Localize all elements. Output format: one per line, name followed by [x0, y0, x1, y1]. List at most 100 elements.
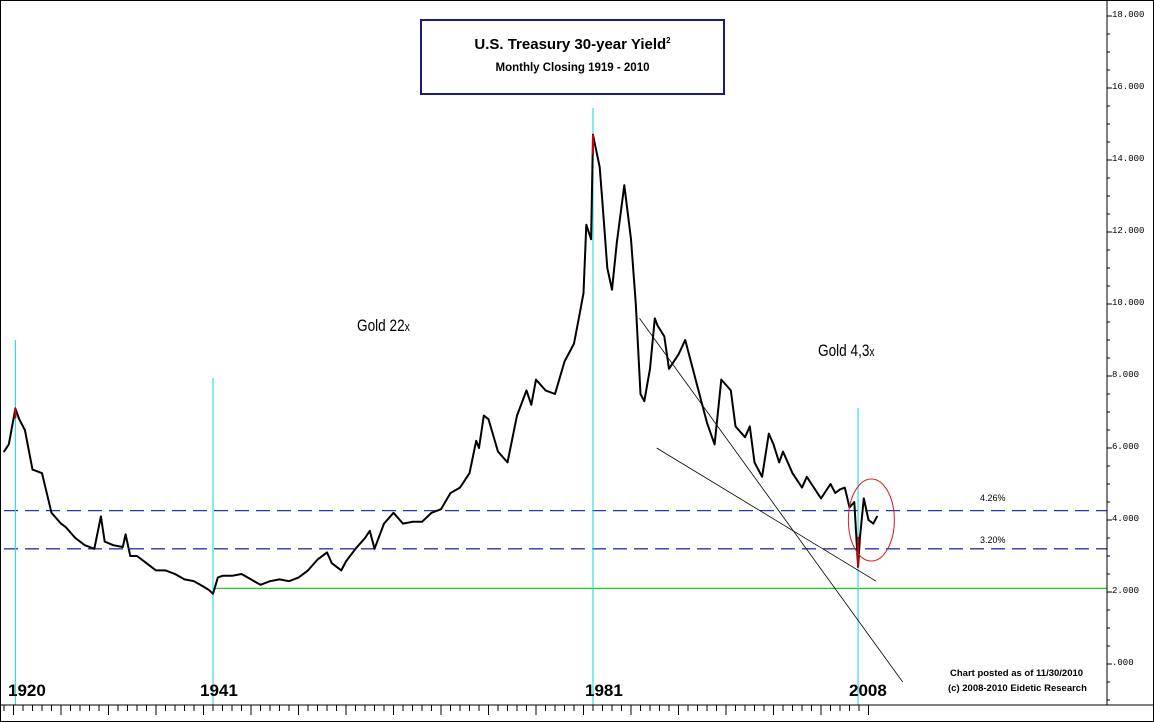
y-tick-label: 12.000: [1112, 226, 1145, 236]
data-point: [183, 578, 186, 581]
year-label-1941: 1941: [200, 681, 238, 700]
data-point: [843, 486, 846, 489]
data-point: [590, 238, 592, 240]
channel-lower-line: [656, 447, 877, 582]
data-point: [240, 573, 243, 575]
data-point: [103, 540, 106, 543]
level-label-3-20: 3.20%: [980, 535, 1006, 545]
data-point: [373, 548, 376, 550]
data-point: [744, 436, 746, 439]
credit-copyright: (c) 2008-2010 Eidetic Research: [948, 683, 1087, 694]
y-tick-label: 10.000: [1112, 298, 1145, 308]
data-point: [767, 432, 770, 435]
data-point: [497, 450, 499, 453]
data-point: [601, 202, 604, 204]
data-point: [449, 492, 452, 494]
data-point: [100, 515, 102, 518]
data-point: [411, 521, 414, 523]
data-point: [691, 368, 694, 370]
data-point: [668, 368, 670, 370]
data-point: [862, 497, 865, 500]
data-point: [487, 418, 490, 421]
data-point: [24, 429, 26, 431]
year-label-1920: 1920: [8, 681, 46, 700]
data-point: [402, 522, 404, 525]
data-point: [867, 519, 870, 521]
year-label-1981: 1981: [585, 681, 623, 700]
data-point: [93, 548, 96, 550]
annotation-gold-22x: Gold 22x: [357, 316, 410, 335]
highlight-circle: [847, 478, 895, 562]
title-superscript: 2: [666, 36, 671, 45]
data-point: [761, 476, 763, 478]
data-point: [155, 569, 157, 572]
data-point: [525, 389, 528, 392]
data-point: [392, 512, 395, 514]
data-point: [713, 443, 716, 446]
data-point: [74, 537, 77, 539]
data-point: [839, 488, 841, 491]
data-point: [696, 386, 699, 388]
data-point: [643, 400, 646, 403]
data-point: [791, 472, 794, 475]
data-point: [430, 512, 433, 514]
data-point: [421, 521, 423, 523]
data-point: [872, 522, 875, 525]
data-point: [259, 584, 262, 586]
data-point: [778, 461, 780, 464]
data-point: [611, 288, 613, 291]
channel-upper-line: [639, 318, 904, 683]
data-point: [475, 440, 477, 442]
data-point: [720, 378, 723, 381]
data-point: [193, 580, 195, 582]
data-point: [656, 324, 659, 327]
data-point: [772, 443, 775, 446]
data-point: [663, 335, 666, 338]
y-tick-label: 8.000: [1112, 370, 1140, 380]
data-point: [41, 472, 43, 475]
data-point: [634, 303, 637, 305]
data-point: [18, 418, 21, 421]
data-point: [269, 580, 271, 582]
data-point: [164, 569, 167, 572]
data-point: [805, 476, 808, 478]
data-point: [129, 555, 132, 557]
data-point: [615, 242, 618, 244]
data-point: [7, 443, 10, 446]
data-point: [748, 425, 751, 428]
data-point: [468, 472, 471, 475]
data-point: [573, 342, 575, 345]
data-point: [340, 569, 343, 572]
data-point: [639, 393, 642, 395]
data-point: [297, 576, 300, 579]
data-point: [64, 526, 67, 528]
data-point: [544, 389, 547, 392]
data-point: [124, 533, 127, 536]
data-point: [753, 461, 756, 464]
annotation-gold-4-3x: Gold 4,3x: [818, 341, 875, 360]
data-point: [734, 425, 737, 428]
data-point: [563, 360, 566, 363]
data-point: [31, 468, 34, 471]
data-point: [530, 404, 533, 406]
y-tick-label: .000: [1112, 658, 1134, 668]
data-point: [829, 483, 832, 485]
data-point: [482, 414, 485, 417]
data-point: [606, 267, 609, 269]
y-tick-label: 6.000: [1112, 442, 1140, 452]
data-point: [623, 184, 626, 186]
series-line-yield: [3, 133, 878, 595]
data-point: [231, 575, 233, 577]
data-point: [278, 578, 281, 581]
data-point: [706, 422, 708, 424]
data-point: [582, 292, 585, 295]
data-point: [535, 378, 537, 381]
year-label-2008: 2008: [849, 681, 887, 700]
y-tick-label: 18.000: [1112, 10, 1145, 20]
data-point: [345, 560, 347, 563]
data-point: [145, 562, 148, 564]
data-point: [202, 585, 205, 588]
data-point: [364, 537, 366, 539]
